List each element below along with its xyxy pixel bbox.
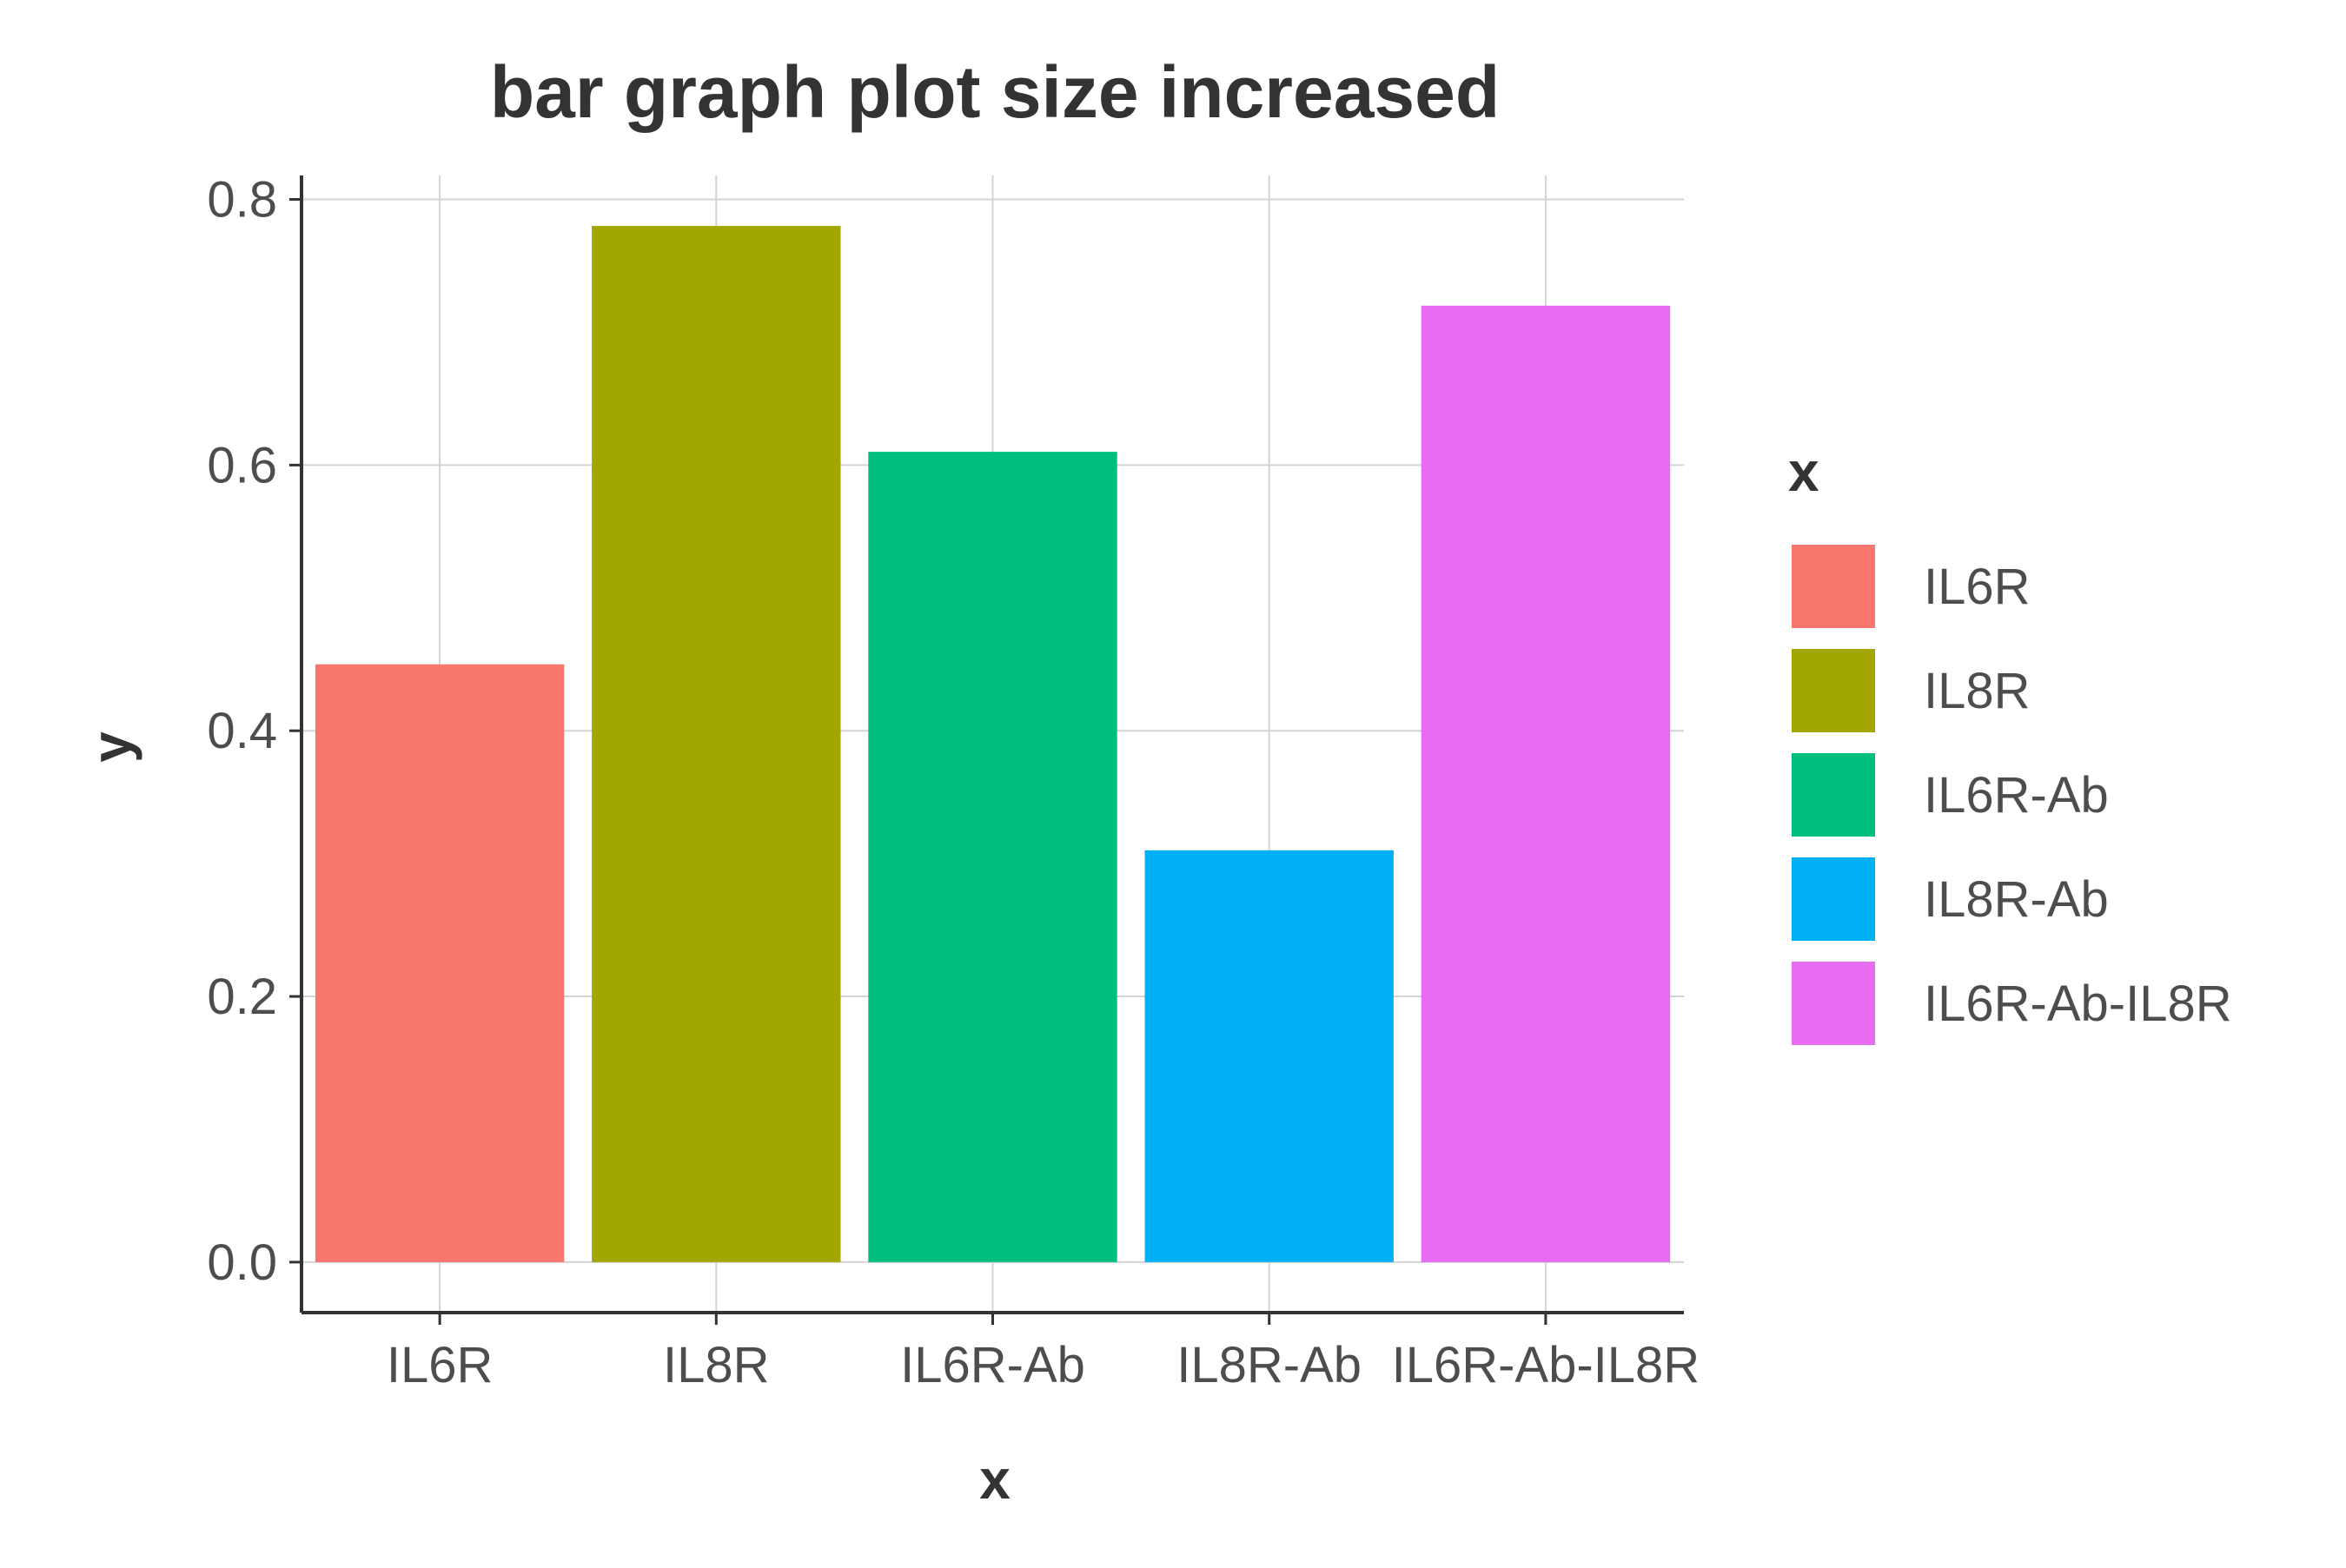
legend-key	[1792, 545, 1875, 628]
legend-label: IL6R-Ab-IL8R	[1924, 976, 2232, 1032]
x-tick-label: IL6R	[387, 1337, 494, 1393]
bars	[315, 226, 1671, 1262]
y-tick-label: 0.2	[207, 969, 277, 1025]
y-tick-labels: 0.0 0.2 0.4 0.6 0.8	[207, 172, 277, 1291]
x-tick-label: IL8R-Ab	[1176, 1337, 1362, 1393]
legend-key	[1792, 649, 1875, 732]
legend: x IL6R IL8R IL6R-Ab IL8R-Ab IL6R-Ab-IL8R	[1788, 440, 2232, 1045]
bar-il8r-ab	[1144, 850, 1394, 1262]
x-tick-label: IL6R-Ab	[900, 1337, 1085, 1393]
legend-key	[1792, 753, 1875, 837]
x-axis-label: x	[979, 1448, 1011, 1511]
legend-title: x	[1788, 440, 1819, 503]
legend-key	[1792, 857, 1875, 941]
legend-label: IL8R	[1924, 663, 2031, 719]
bar-il6r	[315, 664, 565, 1262]
bar-il6r-ab	[868, 452, 1117, 1262]
bar-il6r-ab-il8r	[1421, 305, 1671, 1262]
x-tick-label: IL8R	[663, 1337, 770, 1393]
y-tick-label: 0.6	[207, 437, 277, 493]
legend-label: IL6R-Ab	[1924, 767, 2109, 824]
y-tick-label: 0.8	[207, 172, 277, 228]
y-tick-label: 0.0	[207, 1234, 277, 1291]
x-tick-labels: IL6R IL8R IL6R-Ab IL8R-Ab IL6R-Ab-IL8R	[387, 1337, 1700, 1393]
axes	[289, 175, 1684, 1325]
legend-label: IL8R-Ab	[1924, 871, 2109, 928]
chart-title: bar graph plot size increased	[490, 51, 1500, 133]
x-tick-label: IL6R-Ab-IL8R	[1392, 1337, 1700, 1393]
legend-key	[1792, 962, 1875, 1045]
bar-il8r	[592, 226, 841, 1262]
y-tick-label: 0.4	[207, 703, 277, 759]
y-axis-label: y	[80, 731, 142, 763]
legend-label: IL6R	[1924, 559, 2031, 615]
